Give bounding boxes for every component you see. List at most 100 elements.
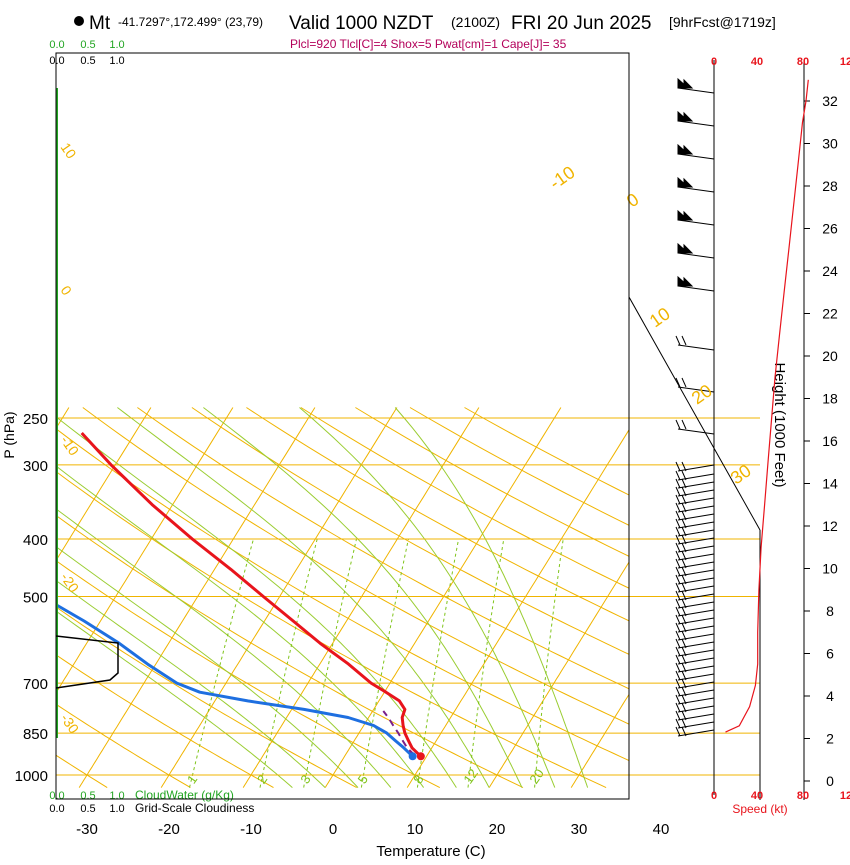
wind-barb-feather bbox=[676, 551, 680, 560]
wind-barb-feather bbox=[682, 336, 686, 345]
height-tick-label: 20 bbox=[822, 348, 838, 364]
cloudwater-tick-bottom: 1.0 bbox=[109, 790, 124, 802]
isotherm-label: 0 bbox=[58, 283, 76, 299]
height-tick-label: 24 bbox=[822, 263, 838, 279]
height-tick-label: 2 bbox=[826, 731, 834, 747]
wind-barb-feather bbox=[676, 727, 680, 736]
valid-label: Valid 1000 NZDT bbox=[289, 13, 434, 34]
wind-barb-feather bbox=[676, 695, 680, 704]
height-tick-label: 32 bbox=[822, 93, 838, 109]
wind-barb-feather bbox=[676, 639, 680, 648]
height-tick-label: 30 bbox=[822, 136, 838, 152]
cloudwater-tick-top: 1.0 bbox=[109, 39, 124, 51]
wind-barb-feather bbox=[676, 703, 680, 712]
temperature-tick-label: -10 bbox=[240, 821, 262, 838]
mixing-ratio-label: 20 bbox=[526, 766, 547, 786]
speed-tick-bottom: 80 bbox=[797, 790, 809, 802]
cloudwater-tick-top: 0.5 bbox=[80, 39, 95, 51]
wind-barb-feather bbox=[676, 420, 680, 429]
cloudiness-tick-bottom: 1.0 bbox=[109, 803, 124, 815]
wind-barb-feather bbox=[676, 711, 680, 720]
height-axis-label: Height (1000 Feet) bbox=[771, 362, 788, 487]
temperature-tick-label: 20 bbox=[489, 821, 506, 838]
wind-barb-shaft bbox=[678, 345, 714, 350]
speed-tick-top: 80 bbox=[797, 56, 809, 68]
height-tick-label: 0 bbox=[826, 773, 834, 789]
cloudiness-label: Grid-Scale Cloudiness bbox=[135, 801, 254, 815]
x-axis-label: Temperature (C) bbox=[376, 843, 485, 860]
height-tick-label: 4 bbox=[826, 688, 834, 704]
wind-barb-feather bbox=[676, 559, 680, 568]
cloudiness-tick-bottom: 0.0 bbox=[49, 803, 64, 815]
cloud-panel: 0.00.00.50.51.01.00.00.00.50.51.01.0Clou… bbox=[49, 39, 254, 815]
wind-barb-flag bbox=[678, 79, 692, 88]
wind-barb-flag bbox=[678, 112, 692, 121]
height-tick-label: 8 bbox=[826, 603, 834, 619]
cloudwater-label: CloudWater (g/Kg) bbox=[135, 788, 234, 802]
cloudiness-tick-top: 1.0 bbox=[109, 55, 124, 67]
isotherm-label: -10 bbox=[58, 433, 83, 459]
isotherm-label: -30 bbox=[58, 711, 83, 737]
tropopause-line bbox=[629, 297, 760, 530]
speed-tick-bottom: 0 bbox=[711, 790, 717, 802]
wind-barb-feather bbox=[676, 543, 680, 552]
wind-barb-shaft bbox=[678, 220, 714, 225]
wind-barb-flag bbox=[678, 178, 692, 187]
station-name: Mt bbox=[89, 13, 111, 34]
date-label: FRI 20 Jun 2025 bbox=[511, 13, 651, 34]
dry-adiabat-label: 20 bbox=[688, 380, 716, 408]
cloudwater-tick-top: 0.0 bbox=[49, 39, 64, 51]
mixing-ratio-label: 12 bbox=[460, 766, 481, 786]
temperature-tick-label: -20 bbox=[158, 821, 180, 838]
temperature-tick-label: -30 bbox=[76, 821, 98, 838]
wind-barb-feather bbox=[676, 599, 680, 608]
wind-barb-flag bbox=[678, 145, 692, 154]
wind-barb-feather bbox=[676, 487, 680, 496]
dry-adiabat-label: 10 bbox=[646, 303, 674, 331]
params-line: Plcl=920 Tlcl[C]=4 Shox=5 Pwat[cm]=1 Cap… bbox=[290, 37, 567, 51]
wind-barb-feather bbox=[676, 647, 680, 656]
wind-barb-feather bbox=[676, 607, 680, 616]
wind-barb-feather bbox=[676, 519, 680, 528]
utc-label: (2100Z) bbox=[451, 14, 500, 30]
temperature-tick-label: 10 bbox=[407, 821, 424, 838]
surface-dewpoint-dot bbox=[409, 752, 417, 760]
height-tick-label: 10 bbox=[822, 561, 838, 577]
mixing-ratio-label: 8 bbox=[410, 772, 426, 787]
height-tick-label: 12 bbox=[822, 518, 838, 534]
mixing-ratio-line bbox=[417, 539, 458, 788]
cloudiness-tick-top: 0.0 bbox=[49, 55, 64, 67]
temperature-tick-label: 30 bbox=[571, 821, 588, 838]
cloudwater-tick-bottom: 0.5 bbox=[80, 790, 95, 802]
height-panel: 010203002468101214161820222426283032Heig… bbox=[623, 56, 850, 816]
wind-barb-feather bbox=[676, 719, 680, 728]
pressure-tick-label: 400 bbox=[23, 532, 48, 549]
wind-barb-shaft bbox=[678, 286, 714, 291]
wind-barb-shaft bbox=[678, 187, 714, 192]
wind-barb-feather bbox=[676, 687, 680, 696]
header: Mt -41.7297°,172.499° (23,79) Valid 1000… bbox=[74, 13, 776, 51]
cloudiness-tick-top: 0.5 bbox=[80, 55, 95, 67]
wind-barb-feather bbox=[676, 479, 680, 488]
wind-barb-shaft bbox=[678, 154, 714, 159]
speed-tick-top: 12 bbox=[840, 56, 850, 68]
temperature-tick-label: 0 bbox=[329, 821, 337, 838]
wind-barb-feather bbox=[676, 671, 680, 680]
pressure-tick-label: 850 bbox=[23, 726, 48, 743]
temperature-trace bbox=[82, 433, 421, 756]
height-tick-label: 28 bbox=[822, 178, 838, 194]
wind-barb-feather bbox=[676, 615, 680, 624]
height-tick-label: 16 bbox=[822, 433, 838, 449]
height-tick-label: 6 bbox=[826, 646, 834, 662]
wind-barb-feather bbox=[676, 503, 680, 512]
cloudiness-tick-bottom: 0.5 bbox=[80, 803, 95, 815]
pressure-tick-label: 700 bbox=[23, 676, 48, 693]
wind-barb-shaft bbox=[678, 88, 714, 93]
wind-barb-shaft bbox=[678, 253, 714, 258]
pressure-tick-label: 250 bbox=[23, 411, 48, 428]
station-dot-icon bbox=[74, 16, 84, 26]
wind-barb-feather bbox=[676, 575, 680, 584]
dry-adiabat-label: -10 bbox=[546, 162, 579, 193]
